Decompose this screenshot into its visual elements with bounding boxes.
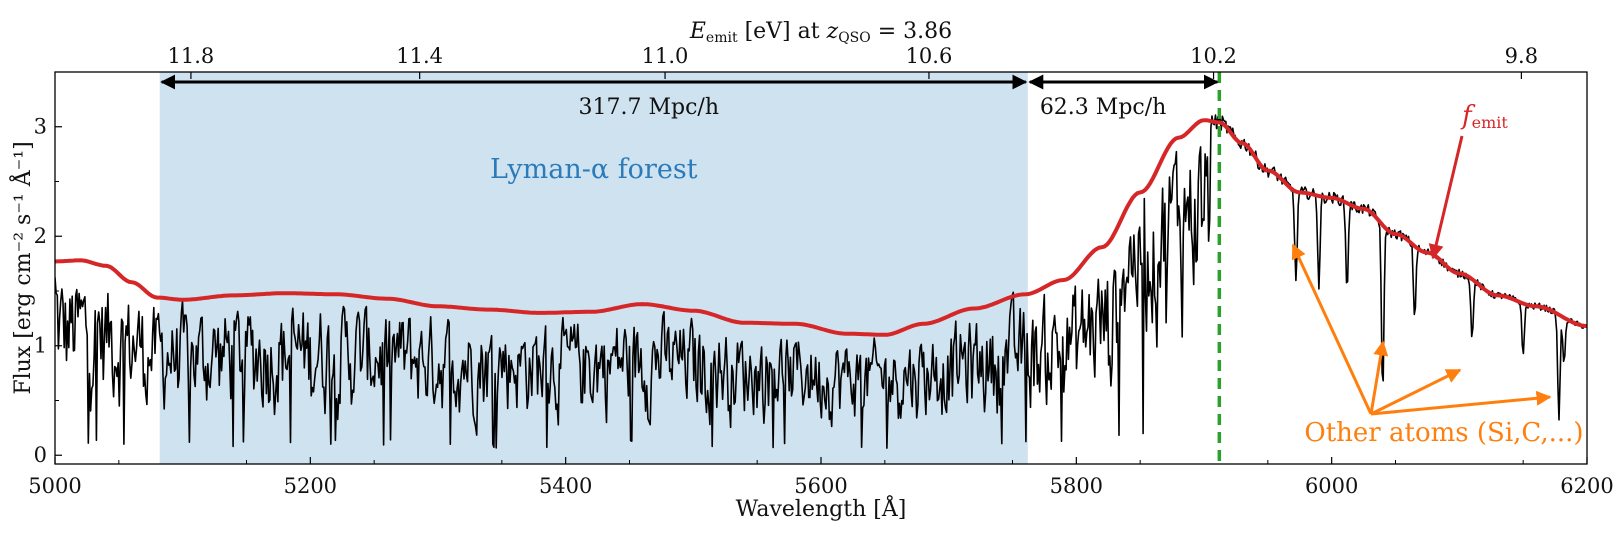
top-tick-label: 9.8 xyxy=(1505,44,1538,68)
x-tick-label: 5200 xyxy=(284,474,337,498)
y-tick-label: 1 xyxy=(34,334,47,358)
x-tick-label: 5000 xyxy=(28,474,81,498)
top-tick-label: 11.8 xyxy=(168,44,215,68)
x-tick-label: 5600 xyxy=(794,474,847,498)
y-axis-title: Flux [erg cm⁻² s⁻¹ Å⁻¹] xyxy=(8,141,36,394)
y-tick-label: 3 xyxy=(34,115,47,139)
f-emit-label: femit xyxy=(1460,101,1508,132)
other-atoms-arrow-2 xyxy=(1369,340,1389,415)
y-axis-ticks: 0 1 2 3 xyxy=(34,115,62,467)
x-axis-ticks: 5000 5200 5400 5600 5800 6000 6200 xyxy=(28,457,1614,498)
top-tick-label: 10.2 xyxy=(1190,44,1237,68)
x-tick-label: 5800 xyxy=(1050,474,1103,498)
x-tick-label: 6000 xyxy=(1305,474,1358,498)
top-tick-label: 11.4 xyxy=(396,44,443,68)
top-tick-label: 11.0 xyxy=(642,44,689,68)
f-emit-arrow xyxy=(1428,135,1464,260)
x-tick-label: 5400 xyxy=(539,474,592,498)
distance-label-1: 317.7 Mpc/h xyxy=(579,95,720,120)
x-tick-label: 6200 xyxy=(1560,474,1613,498)
top-axis-title: Eemit [eV] at zQSO = 3.86 xyxy=(689,19,952,46)
other-atoms-arrow-4 xyxy=(1370,390,1552,416)
y-tick-label: 2 xyxy=(34,224,47,248)
other-atoms-label: Other atoms (Si,C,...) xyxy=(1304,418,1583,448)
top-tick-label: 10.6 xyxy=(906,44,953,68)
x-axis-title: Wavelength [Å] xyxy=(736,494,907,522)
distance-label-2: 62.3 Mpc/h xyxy=(1040,95,1167,120)
y-tick-label: 0 xyxy=(34,443,47,467)
other-atoms-arrow-1 xyxy=(1291,243,1373,415)
annotations: Wavelength [Å] Flux [erg cm⁻² s⁻¹ Å⁻¹] Eem… xyxy=(8,19,1584,522)
lyman-alpha-forest-region xyxy=(159,72,1028,464)
top-axis-ticks: 11.8 11.4 11.0 10.6 10.2 9.8 xyxy=(168,44,1538,79)
f-emit-line xyxy=(55,118,1587,337)
forest-label: Lyman-α forest xyxy=(490,154,698,185)
other-atoms-arrow-3 xyxy=(1370,368,1462,416)
